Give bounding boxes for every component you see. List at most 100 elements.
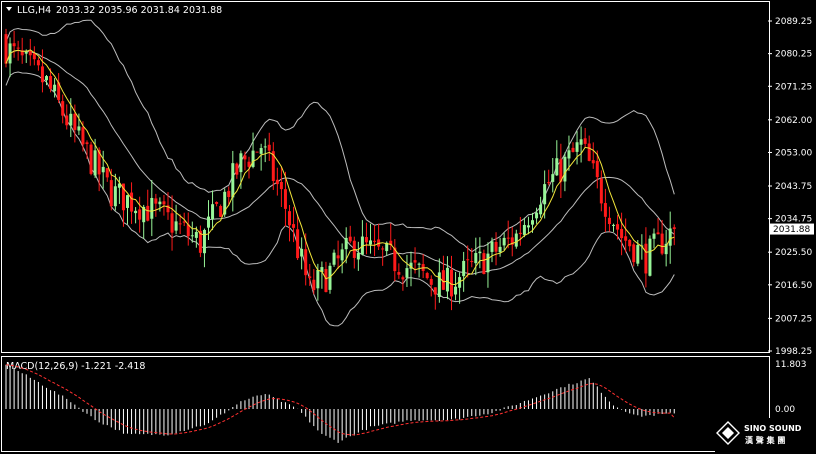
candle-bear <box>624 236 628 241</box>
candle-bull <box>69 113 73 126</box>
bollinger-lower <box>5 71 675 327</box>
candle-bear <box>413 260 417 263</box>
candle-bull <box>668 228 672 246</box>
candle-bear <box>324 269 328 293</box>
price-tick-label: 2053.00 <box>775 148 812 158</box>
candle-bull <box>462 260 466 277</box>
price-panel-frame <box>1 1 770 353</box>
candle-bull <box>636 244 640 264</box>
candle-bull <box>158 201 162 205</box>
candle-bear <box>628 240 632 247</box>
candle-bear <box>506 237 510 239</box>
moving-average <box>5 49 675 286</box>
candle-bull <box>344 237 348 250</box>
candle-bear <box>397 272 401 275</box>
candle-bear <box>105 168 109 178</box>
candle-bear <box>336 255 340 259</box>
candle-bear <box>494 241 498 252</box>
candle-bear <box>308 276 312 279</box>
candle-bull <box>259 148 263 154</box>
candle-bear <box>219 206 223 217</box>
candle-bear <box>279 182 283 190</box>
candle-bear <box>198 230 202 253</box>
candle-bear <box>40 66 44 83</box>
candle-bear <box>12 43 16 47</box>
candle-bull <box>498 246 502 253</box>
candle-bear <box>247 161 251 167</box>
candle-bear <box>364 237 368 243</box>
candle-bear <box>227 190 231 197</box>
candle-bull <box>356 253 360 260</box>
candle-bear <box>138 209 142 220</box>
candle-bear <box>89 144 93 174</box>
candle-bear <box>146 205 150 221</box>
candle-bull <box>134 210 138 214</box>
candle-bear <box>85 142 89 145</box>
candle-bear <box>182 221 186 223</box>
chart-header: LLG,H4 2033.32 2035.96 2031.84 2031.88 <box>6 5 222 16</box>
candle-bear <box>510 237 514 245</box>
macd-panel-frame <box>1 356 770 452</box>
candle-bull <box>194 232 198 238</box>
candle-bear <box>389 240 393 246</box>
price-tick-label: 2089.25 <box>775 17 812 27</box>
candle-bear <box>425 273 429 279</box>
current-price-tag: 2031.88 <box>770 223 814 235</box>
svg-text:SINO SOUND: SINO SOUND <box>744 424 802 433</box>
candle-bull <box>486 253 490 273</box>
candle-bear <box>283 189 287 209</box>
candle-bear <box>4 34 8 64</box>
candle-bull <box>190 235 194 237</box>
candle-bear <box>304 249 308 276</box>
candle-bull <box>652 233 656 239</box>
candle-bull <box>522 224 526 235</box>
bollinger-upper <box>5 19 675 253</box>
candle-bull <box>543 184 547 205</box>
ma-line <box>5 49 675 286</box>
candle-bull <box>231 163 235 198</box>
candle-bull <box>579 139 583 145</box>
candle-bull <box>385 242 389 252</box>
candle-bear <box>587 143 591 161</box>
price-tick-label: 2080.25 <box>775 50 812 60</box>
candle-bear <box>620 228 624 239</box>
dropdown-arrow-icon[interactable] <box>6 7 12 11</box>
candle-bull <box>340 249 344 261</box>
candle-bear <box>312 279 316 291</box>
candle-bear <box>57 82 61 100</box>
price-axis: 2089.25 2080.25 2071.25 2062.00 2053.00 2043.… <box>768 17 812 357</box>
macd-signal-line <box>5 364 675 436</box>
candle-bear <box>441 270 445 290</box>
svg-text:漢 聲 集 團: 漢 聲 集 團 <box>745 435 785 445</box>
candle-bull <box>117 183 121 188</box>
candle-bull <box>93 150 97 176</box>
candle-bull <box>174 221 178 231</box>
candle-bear <box>470 261 474 263</box>
candle-bull <box>405 268 409 278</box>
price-tick-label: 2025.50 <box>775 248 812 258</box>
candle-bear <box>595 160 599 178</box>
candle-bull <box>77 126 81 131</box>
candle-bull <box>300 248 304 257</box>
macd-tick-label: 11.803 <box>775 360 807 370</box>
candle-bear <box>632 244 636 263</box>
candle-bull <box>328 265 332 290</box>
candle-bear <box>215 202 219 204</box>
candle-bear <box>571 147 575 152</box>
candle-bull <box>332 252 336 265</box>
ohlc-readout: 2033.32 2035.96 2031.84 2031.88 <box>56 5 222 16</box>
candle-bull <box>437 272 441 297</box>
candle-bull <box>539 204 543 215</box>
macd-header: MACD(12,26,9) -1.221 -2.418 <box>6 361 145 372</box>
candle-bear <box>275 179 279 185</box>
candle-bull <box>445 267 449 292</box>
candle-bull <box>458 277 462 288</box>
candle-bear <box>672 227 676 230</box>
sino-sound-logo: SINO SOUND 漢 聲 集 團 <box>715 418 815 454</box>
symbol-label: LLG,H4 <box>17 5 51 16</box>
candle-bear <box>433 287 437 295</box>
candle-bull <box>101 166 105 173</box>
candle-bear <box>109 180 113 207</box>
candle-bull <box>142 206 146 223</box>
